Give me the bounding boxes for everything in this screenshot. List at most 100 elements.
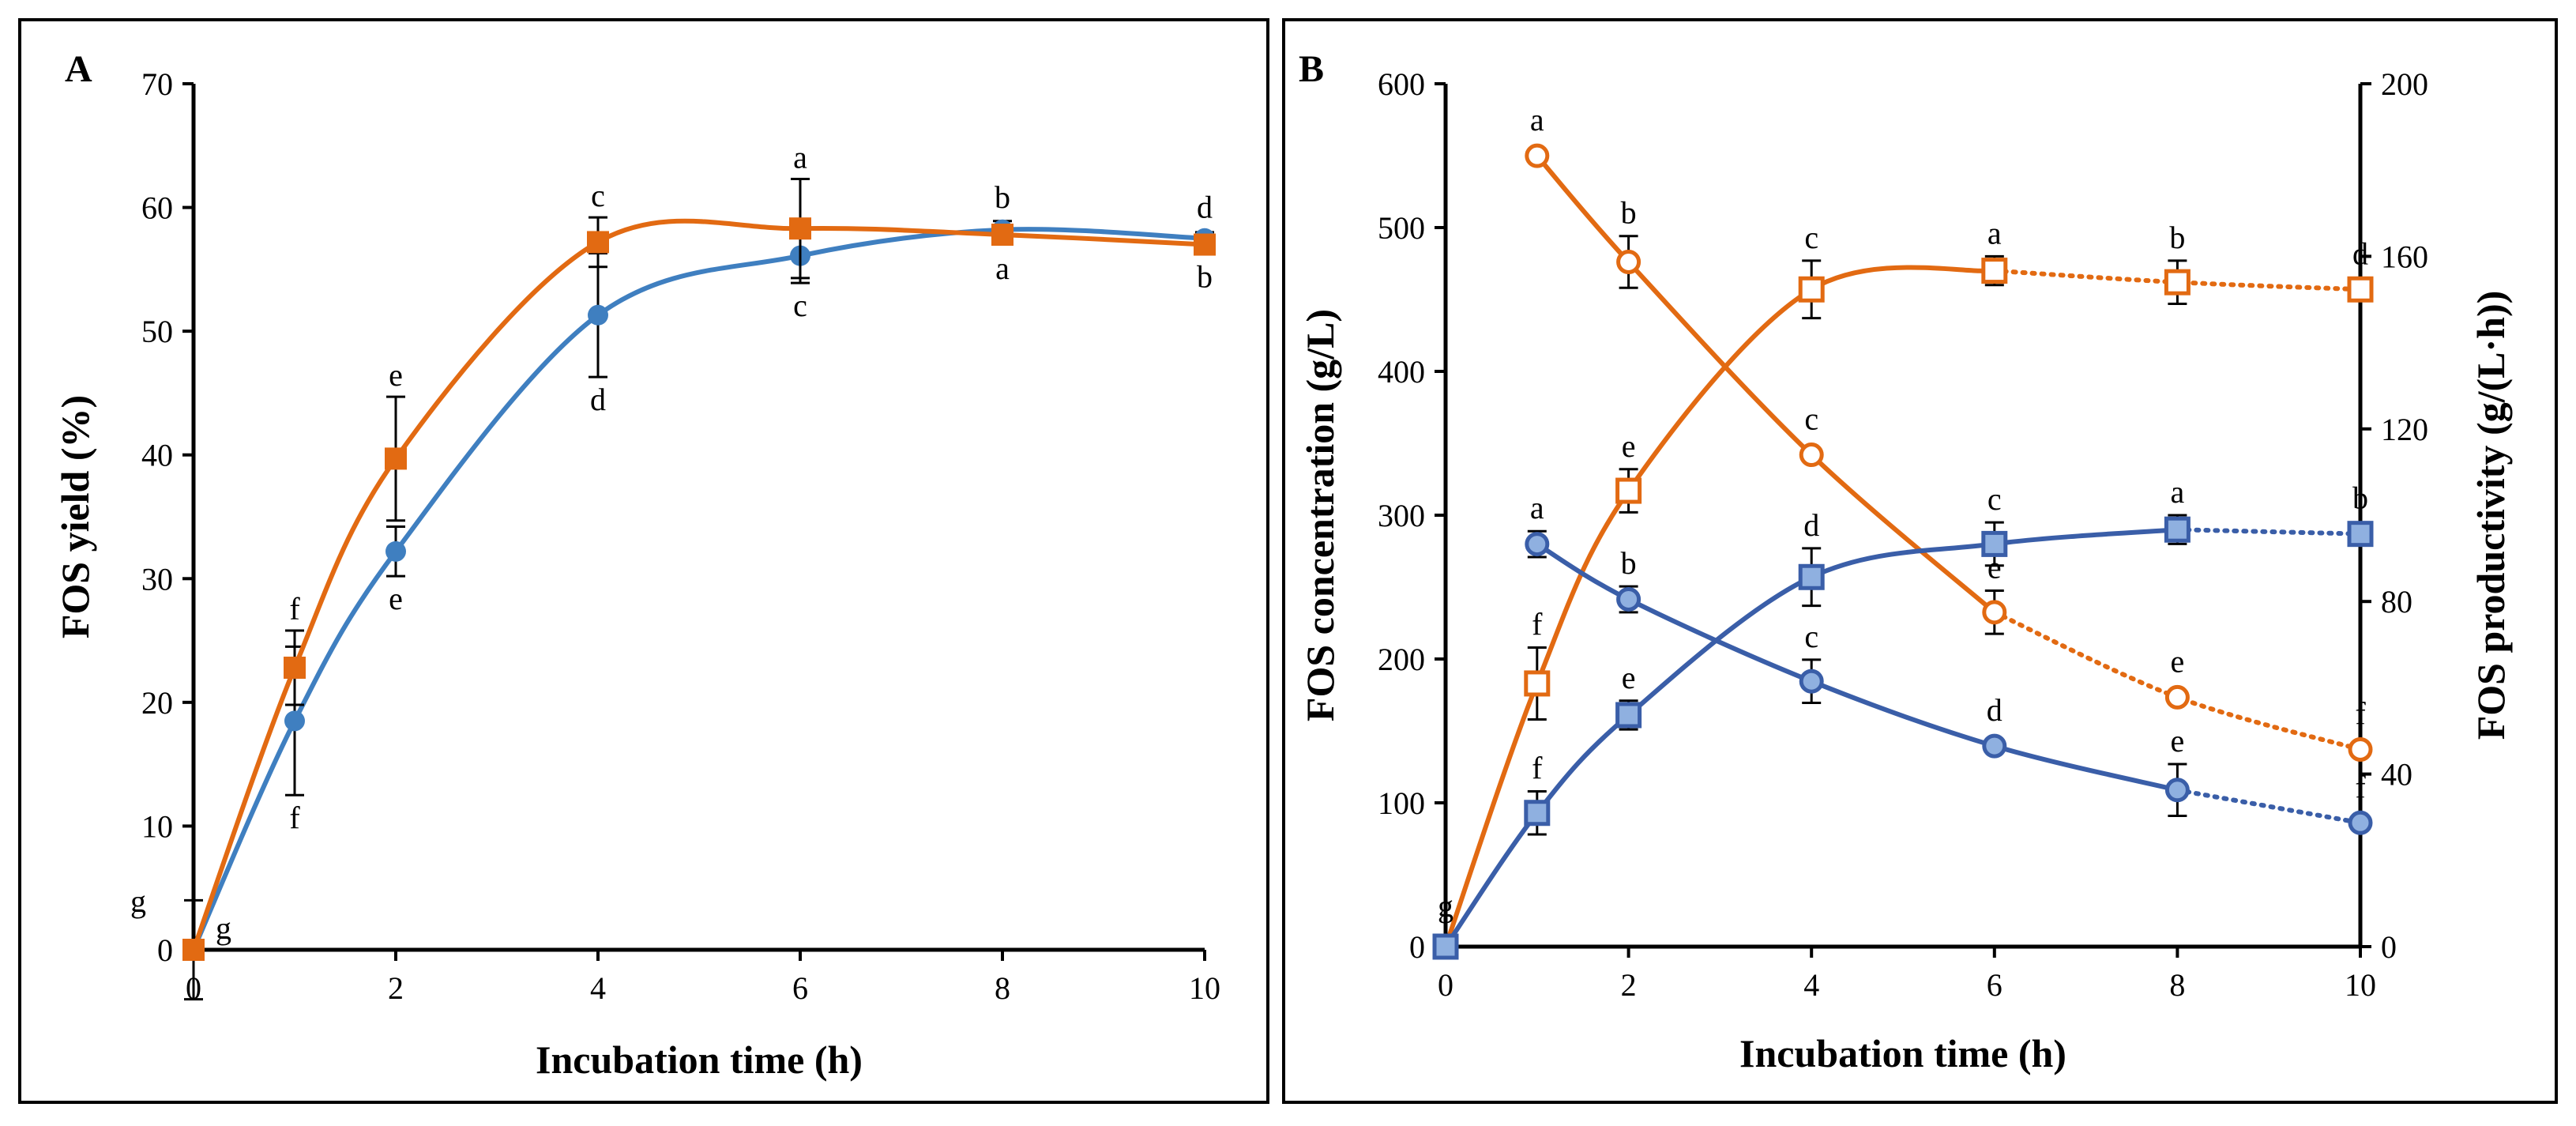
x-tick-label: 8 [2169,967,2185,1003]
panel-b-frame [1282,18,2558,1104]
significance-letter: g [216,910,231,946]
y-tick-label: 20 [141,685,173,721]
y-tick-label: 500 [1378,210,1425,246]
y-axis-title: FOS concentration (g/L) [1298,309,1342,721]
data-point [1524,670,1551,697]
x-tick-label: 10 [1189,970,1220,1006]
significance-letter: b [2169,220,2185,255]
panel-a-label: A [65,48,92,90]
data-point [1798,276,1825,303]
significance-letter: c [1804,220,1818,255]
significance-letter: a [995,250,1010,286]
data-point [284,657,306,680]
y-tick-label: 100 [1378,785,1425,821]
significance-letter: d [2352,235,2368,271]
significance-letter: e [389,357,403,393]
data-point [2164,269,2191,296]
data-point [1982,733,2007,759]
y-tick-label: 30 [141,561,173,597]
y-tick-label: 400 [1378,354,1425,390]
data-point [2164,778,2190,803]
y2-tick-label: 160 [2381,239,2428,274]
significance-letter: d [1197,190,1213,225]
significance-letter: b [1621,195,1637,231]
significance-letter: e [389,581,403,616]
y-tick-label: 200 [1378,642,1425,677]
y2-tick-label: 120 [2381,412,2428,447]
data-point [2164,516,2191,543]
data-point [1194,233,1216,256]
significance-letter: e [1622,660,1636,695]
data-point [385,540,406,562]
significance-letter: g [130,883,146,919]
significance-letter: e [2171,643,2185,679]
data-point [1615,477,1642,504]
y2-tick-label: 200 [2381,66,2428,102]
y2-tick-label: 80 [2381,584,2412,619]
panel-b: B 0 100 200 300 400 500 600 0 40 80 120 160 200 0 2 4 6 8 1… [1282,18,2558,1104]
y-tick-label: 40 [141,438,173,473]
series-line [1443,265,1995,947]
data-point [1799,668,1824,694]
data-point [1799,442,1824,468]
series-line [1536,542,2179,793]
panel-b-label: B [1299,48,1324,90]
data-point [2164,684,2190,710]
data-point [1432,933,1459,960]
x-tick-label: 2 [1621,967,1637,1003]
panel-a: A0102030405060700246810Incubation time (… [18,18,1269,1104]
significance-letter: b [2352,480,2368,516]
x-tick-label: 8 [995,970,1010,1006]
data-point [587,231,609,254]
significance-letter: a [1987,215,2002,250]
significance-letter: g [1438,888,1453,924]
data-point [991,224,1013,247]
significance-letter: a [2171,474,2185,510]
data-point [1524,800,1551,827]
data-point [2347,276,2374,303]
panel-a-frame [18,18,1269,1104]
data-point [1616,249,1641,274]
significance-letter: f [1532,750,1543,785]
x-axis-title: Incubation time (h) [536,1038,863,1082]
y-axis-title: FOS yield (%) [53,395,97,638]
significance-letter: a [1530,490,1544,525]
series-line-dotted [2175,527,2363,537]
significance-letter: c [591,178,605,213]
significance-letter: d [590,382,606,417]
y-tick-label: 60 [141,190,173,226]
data-point [2348,810,2373,835]
significance-letter: c [1804,619,1818,654]
significance-letter: f [2355,769,2366,804]
x-tick-label: 0 [1438,967,1453,1003]
series-line [191,218,1205,951]
significance-letter: b [995,179,1010,215]
data-point [2348,736,2373,762]
data-point [284,710,305,732]
y2-tick-label: 0 [2381,929,2397,965]
series-line [191,227,1205,951]
significance-letter: e [1622,428,1636,464]
significance-letter: f [2355,695,2366,731]
y-tick-label: 0 [157,932,173,968]
data-point [588,304,608,326]
significance-letter: d [1803,507,1819,543]
significance-letter: c [1987,481,2002,517]
series-line [1535,154,1996,615]
x-tick-label: 6 [792,970,808,1006]
significance-letter: f [289,591,300,627]
x-tick-label: 10 [2345,967,2376,1003]
y2-axis-title: FOS productivity (g/(L·h)) [2469,291,2513,740]
data-point [1525,143,1550,168]
y-tick-label: 300 [1378,498,1425,533]
data-point [385,447,407,470]
x-tick-label: 4 [1803,967,1819,1003]
data-point [1615,702,1642,729]
y-tick-label: 600 [1378,66,1425,102]
x-tick-label: 2 [388,970,404,1006]
data-point [1982,600,2007,625]
series-line-dotted [2175,787,2363,826]
significance-letter: a [793,140,807,175]
